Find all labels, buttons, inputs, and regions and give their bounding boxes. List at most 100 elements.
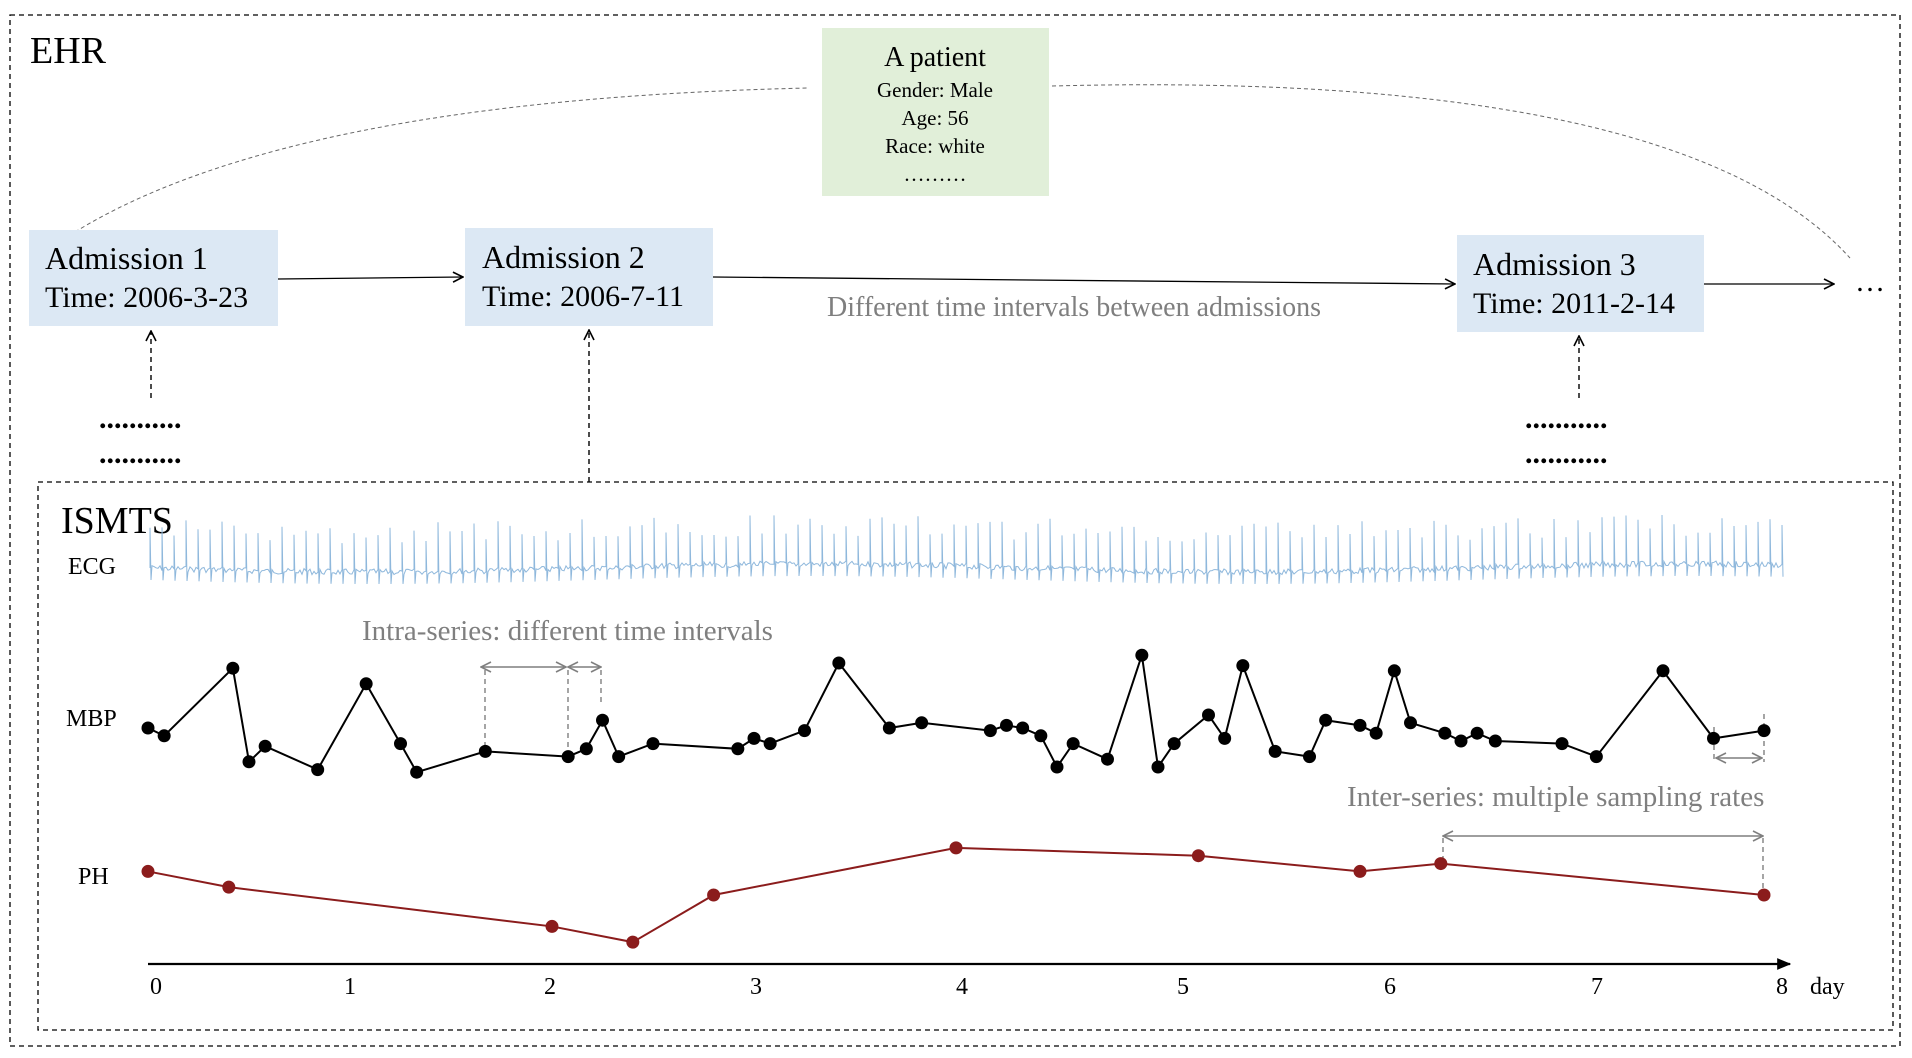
mbp-point-24: [1016, 721, 1030, 735]
ehr-frame: [9, 14, 1901, 1047]
ph-line: [147, 846, 1765, 944]
ecg-label: ECG: [68, 554, 116, 580]
patient-box: [822, 28, 1049, 196]
mbp-point-49: [1707, 731, 1720, 745]
mbp-point-50: [1757, 724, 1771, 738]
mbp-point-18: [798, 724, 811, 738]
admission-1-title: Admission 1: [45, 240, 208, 276]
mbp-point-30: [1151, 760, 1165, 774]
mbp-line: [147, 654, 1765, 774]
mbp-point-43: [1454, 734, 1468, 748]
mbp-point-0: [141, 721, 155, 735]
patient-title: A patient: [884, 42, 986, 73]
mbp-point-37: [1319, 713, 1333, 727]
mbp-point-31: [1167, 737, 1181, 751]
mbp-point-46: [1555, 737, 1569, 751]
ph-point-6: [1191, 849, 1205, 863]
mbp-point-40: [1387, 664, 1401, 678]
mbp-point-42: [1438, 726, 1452, 740]
mbp-point-32: [1202, 708, 1215, 722]
mbp-point-3: [242, 755, 256, 769]
ph-point-3: [626, 935, 640, 949]
ecg-waveform: [149, 514, 1784, 585]
mbp-point-16: [747, 731, 761, 745]
mbp-point-17: [763, 737, 777, 751]
arrow-adm2-adm3: [712, 276, 1455, 284]
mbp-point-19: [832, 656, 846, 670]
mbp-point-41: [1404, 716, 1417, 730]
ph-point-7: [1353, 864, 1367, 878]
mbp-label: MBP: [66, 706, 117, 732]
mbp-point-39: [1369, 726, 1383, 740]
patient-age: Age: 56: [901, 106, 968, 130]
patient-connector-left: [74, 87, 809, 233]
admission-2-title: Admission 2: [482, 239, 645, 275]
ismts-frame: [37, 481, 1894, 1031]
mbp-point-9: [478, 744, 492, 758]
mbp-point-44: [1470, 726, 1484, 740]
mbp-point-8: [410, 765, 424, 779]
mbp-point-34: [1236, 659, 1250, 673]
admission-2-box: [465, 228, 713, 326]
patient-gender: Gender: Male: [877, 78, 993, 102]
admission-3-box: [1457, 235, 1704, 332]
patient-more: ………: [904, 162, 967, 186]
arrow-adm1-adm2: [277, 277, 463, 279]
ph-point-5: [949, 841, 963, 855]
ph-label: PH: [78, 864, 109, 890]
axis-tick-label-2: 2: [544, 974, 556, 1000]
admission-1-box: [29, 230, 278, 326]
axis-tick-label-0: 0: [150, 974, 162, 1000]
mbp-point-23: [1000, 718, 1013, 732]
mbp-point-25: [1034, 729, 1048, 743]
dots-right-2: ...........: [1525, 437, 1608, 470]
ismts-title: ISMTS: [61, 500, 173, 542]
mbp-point-36: [1303, 750, 1316, 764]
axis-tick-label-1: 1: [344, 974, 356, 1000]
ph-series: [141, 841, 1771, 949]
mbp-point-33: [1218, 731, 1232, 745]
ph-point-8: [1434, 857, 1448, 871]
admission-2: Admission 2 Time: 2006-7-11: [465, 228, 713, 326]
mbp-point-48: [1656, 664, 1670, 678]
mbp-point-22: [983, 724, 997, 738]
admission-3-time: Time: 2011-2-14: [1473, 287, 1675, 320]
patient-race: Race: white: [885, 134, 985, 158]
axis-tick-label-7: 7: [1591, 974, 1603, 1000]
axis-tick-label-3: 3: [750, 974, 762, 1000]
admission-2-time: Time: 2006-7-11: [482, 280, 684, 313]
mbp-point-12: [596, 713, 609, 727]
mbp-point-27: [1066, 737, 1080, 751]
time-axis-ticks: 0 1 2 3 4 5 6 7 8: [150, 974, 1788, 1000]
mbp-point-10: [561, 750, 575, 764]
patient-card: A patient Gender: Male Age: 56 Race: whi…: [822, 28, 1049, 196]
mbp-point-38: [1353, 718, 1367, 732]
ph-point-0: [141, 864, 155, 878]
axis-tick-label-8: 8: [1776, 974, 1788, 1000]
intra-series-note: Intra-series: different time intervals: [362, 615, 773, 647]
mbp-point-14: [646, 737, 660, 751]
ph-point-1: [222, 880, 236, 894]
admission-1-time: Time: 2006-3-23: [45, 281, 248, 314]
ph-point-9: [1757, 888, 1771, 902]
mbp-last-interval: [1713, 714, 1765, 762]
mbp-point-5: [311, 763, 325, 777]
admission-3: Admission 3 Time: 2011-2-14: [1457, 235, 1704, 332]
mbp-point-20: [882, 721, 896, 735]
ehr-title: EHR: [30, 30, 107, 72]
ph-point-4: [707, 888, 721, 902]
trailing-ellipsis: …: [1855, 265, 1885, 298]
inter-series-note: Inter-series: multiple sampling rates: [1347, 781, 1764, 813]
mbp-point-6: [359, 677, 373, 691]
axis-tick-label-4: 4: [956, 974, 968, 1000]
mbp-point-11: [579, 742, 593, 756]
mbp-point-13: [612, 750, 626, 764]
interval-note: Different time intervals between admissi…: [827, 292, 1321, 323]
patient-connector-right: [1051, 84, 1851, 259]
mbp-point-21: [915, 716, 929, 730]
admission-3-title: Admission 3: [1473, 246, 1636, 282]
mbp-point-47: [1589, 750, 1603, 764]
mbp-point-35: [1268, 744, 1282, 758]
mbp-point-29: [1135, 648, 1149, 662]
